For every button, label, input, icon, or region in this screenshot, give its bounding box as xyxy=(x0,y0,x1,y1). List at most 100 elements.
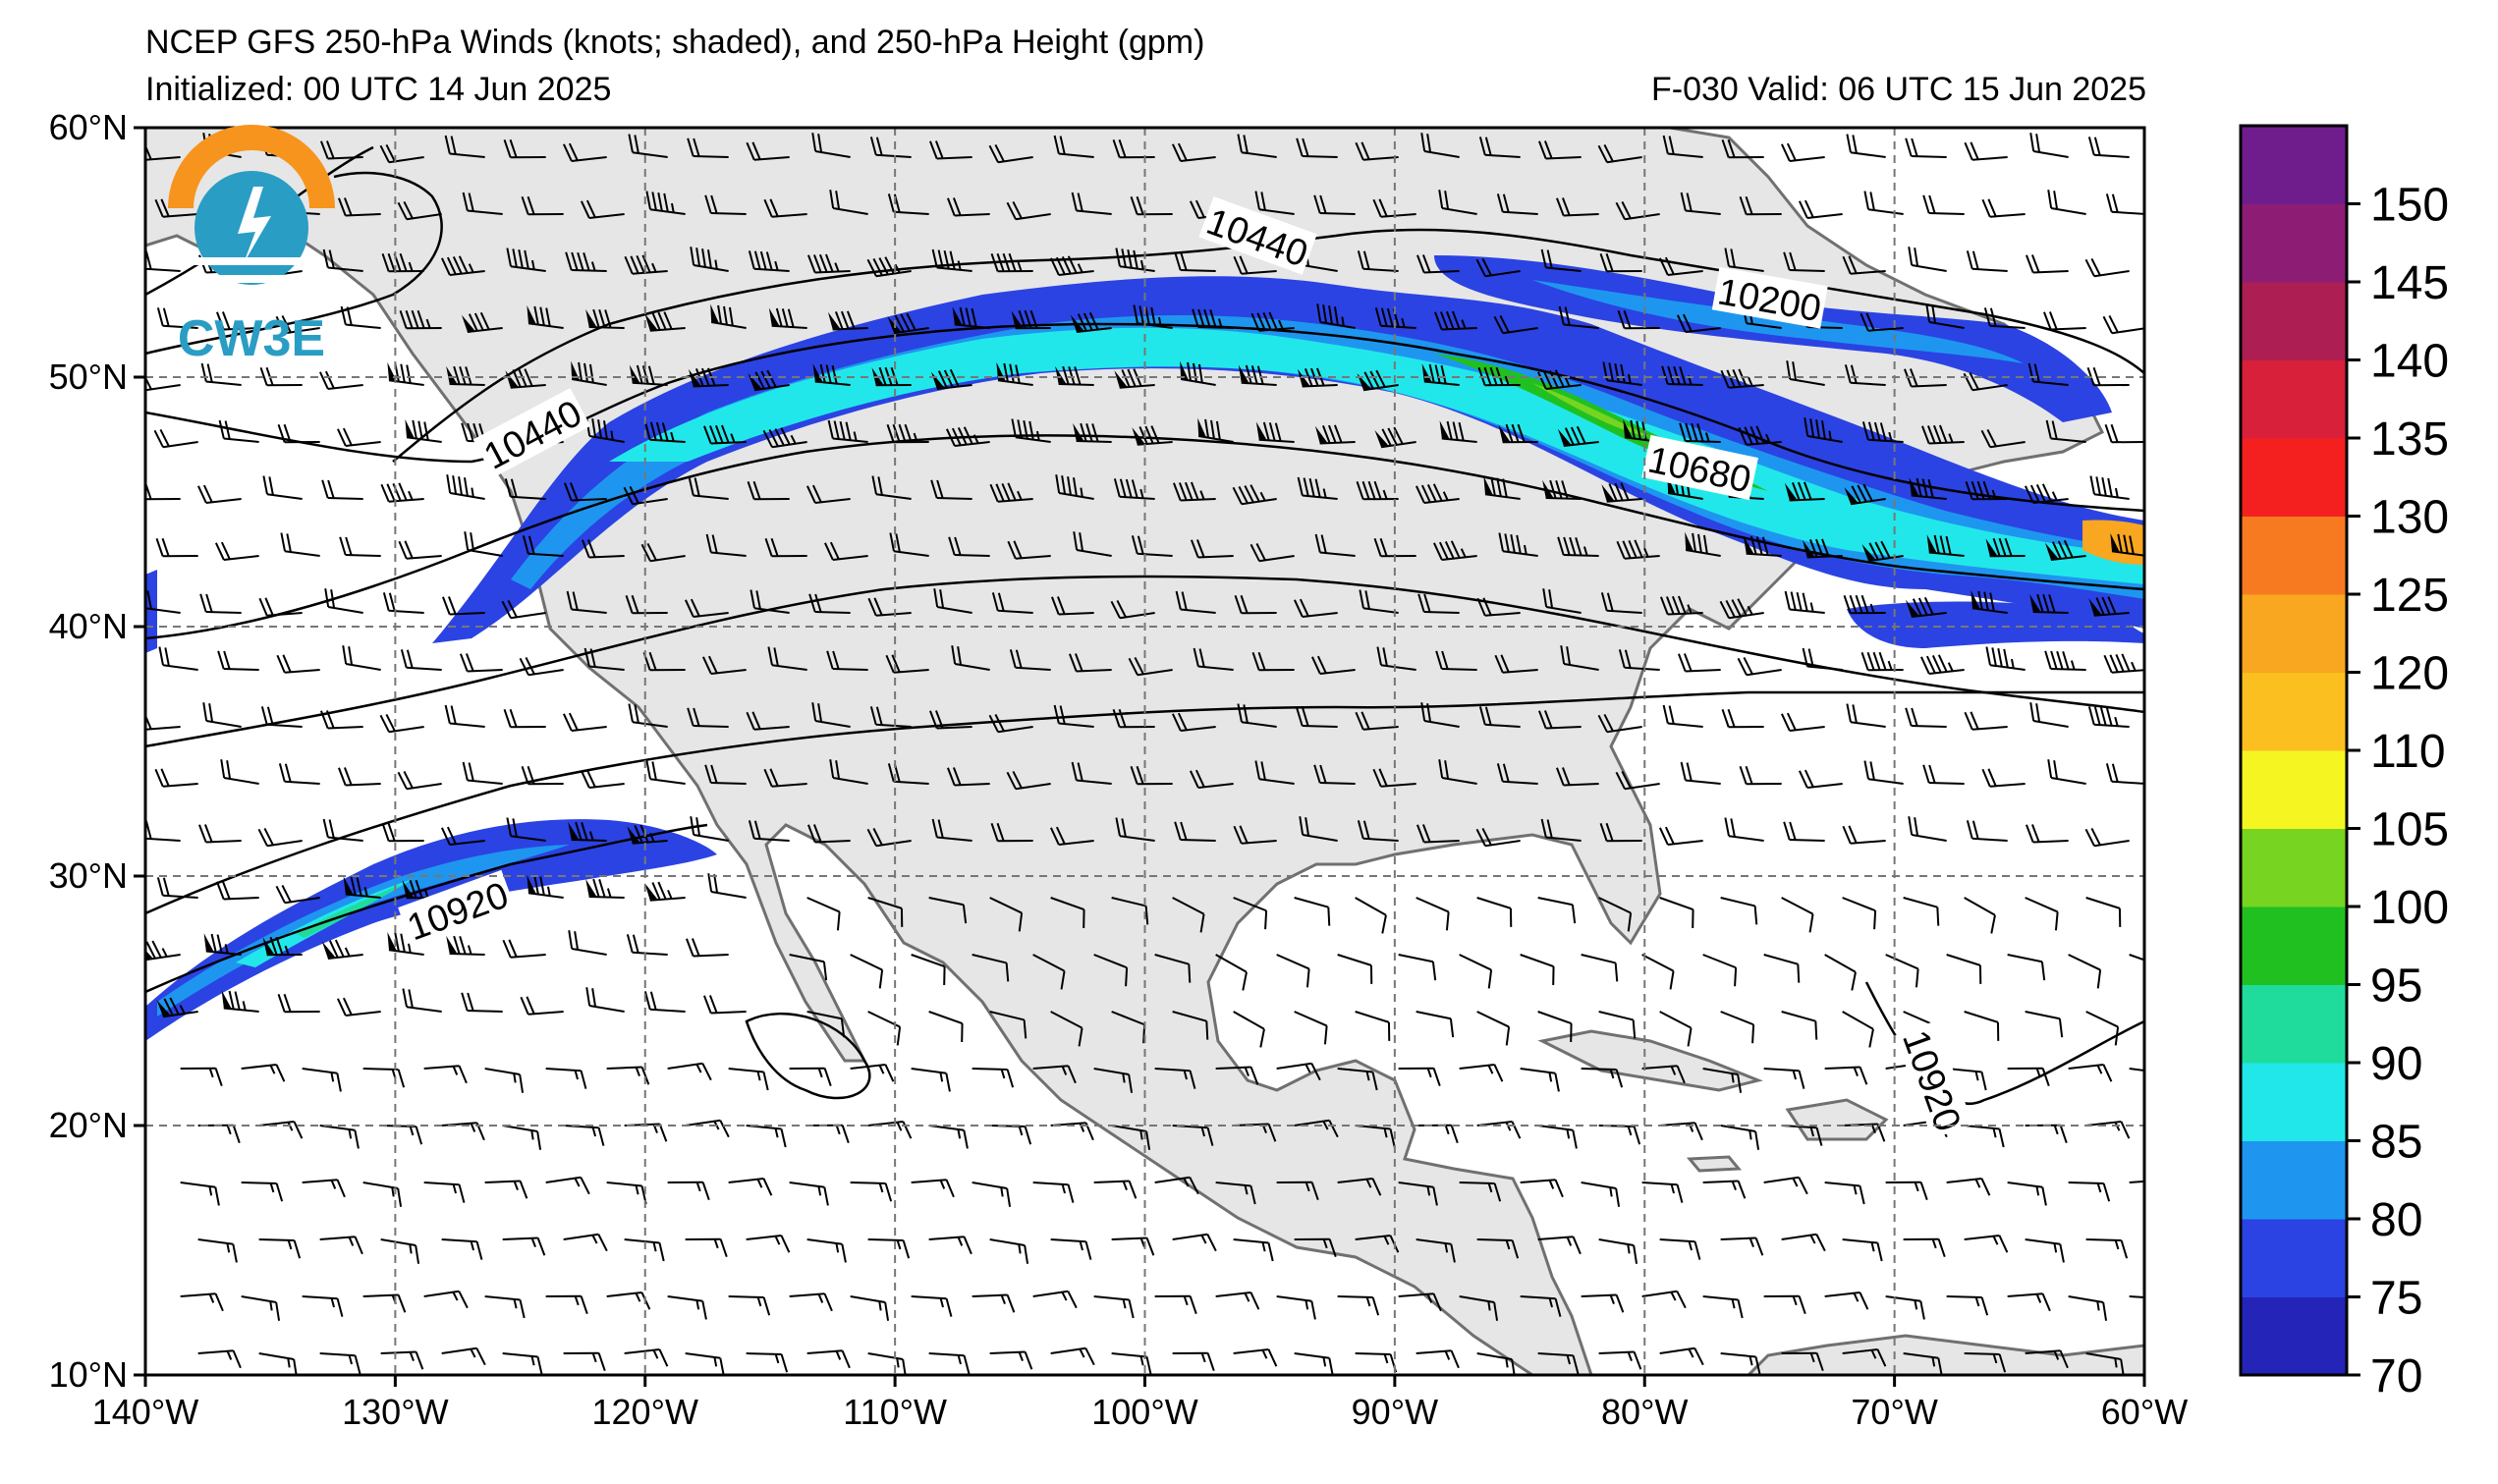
wind-barb xyxy=(257,828,303,848)
wind-barb xyxy=(988,144,1033,164)
wind-barb xyxy=(1520,1179,1564,1198)
wind-barb xyxy=(302,1295,344,1317)
valid-time: F-030 Valid: 06 UTC 15 Jun 2025 xyxy=(1651,71,2146,108)
wind-barb xyxy=(1498,532,1538,557)
wind-barb xyxy=(928,140,972,160)
wind-barb xyxy=(948,536,990,557)
wind-barb xyxy=(1966,820,2008,842)
colorbar-tick-label: 120 xyxy=(2370,648,2449,700)
wind-barb xyxy=(1294,1011,1328,1045)
wind-barb xyxy=(1114,368,1155,389)
wind-barb xyxy=(1824,1066,1868,1085)
wind-barb xyxy=(1032,1290,1078,1309)
wind-barb xyxy=(628,703,668,728)
wind-barb xyxy=(1720,1125,1760,1150)
lon-tick-label: 140°W xyxy=(92,1392,198,1432)
wind-barb xyxy=(1416,824,1460,844)
wind-barb xyxy=(1842,825,1886,845)
wind-barb xyxy=(762,427,807,449)
wind-barb xyxy=(867,1238,911,1259)
wind-barb xyxy=(1050,1347,1095,1366)
wind-barb xyxy=(624,1238,665,1262)
wind-barb xyxy=(2068,1063,2113,1082)
wind-barb xyxy=(145,372,181,392)
wind-barb xyxy=(2027,362,2069,386)
wind-barb xyxy=(180,1182,220,1206)
wind-barb xyxy=(1496,193,1538,215)
wind-barb xyxy=(640,543,686,563)
wind-barb xyxy=(1050,596,1094,616)
colorbar-segment xyxy=(2241,1219,2347,1297)
wind-barb xyxy=(1721,138,1764,159)
wind-barb xyxy=(1215,1182,1256,1205)
wind-barb xyxy=(1496,763,1538,785)
wind-barb xyxy=(704,764,747,785)
wind-barb xyxy=(2105,193,2144,215)
wind-barb xyxy=(1781,1351,1824,1372)
wind-barb xyxy=(685,1352,725,1375)
wind-barb xyxy=(1680,192,1721,215)
wind-barb xyxy=(1154,1294,1197,1315)
wind-barb xyxy=(1798,769,1843,790)
wind-barb xyxy=(1416,1349,1460,1369)
wind-barb xyxy=(805,484,851,505)
wind-barb xyxy=(1842,897,1877,930)
wind-barb xyxy=(563,1125,605,1146)
wind-barb xyxy=(571,360,607,386)
wind-barb xyxy=(521,765,564,786)
wind-barb xyxy=(1276,954,1310,988)
wind-barb xyxy=(1171,142,1216,163)
wind-barb xyxy=(1540,818,1582,842)
wind-barb xyxy=(154,768,198,788)
wind-barb xyxy=(867,597,912,617)
wind-barb xyxy=(911,1295,953,1317)
wind-barb xyxy=(1617,309,1660,330)
wind-barb xyxy=(1824,1291,1869,1310)
wind-barb xyxy=(2029,702,2069,728)
lat-tick-label: 30°N xyxy=(49,855,128,896)
wind-barb xyxy=(763,198,807,218)
wind-barb xyxy=(1781,1011,1818,1040)
wind-barb xyxy=(1494,654,1538,674)
wind-barb xyxy=(319,710,363,730)
wind-barb xyxy=(627,824,668,845)
wind-barb xyxy=(1337,954,1373,984)
wind-barb xyxy=(1011,309,1051,330)
lat-tick-label: 50°N xyxy=(49,357,128,397)
wind-barb xyxy=(1861,540,1904,563)
wind-barb xyxy=(645,191,686,215)
wind-barb xyxy=(585,308,625,329)
wind-barb xyxy=(1618,649,1660,671)
wind-barb xyxy=(158,646,198,671)
wind-barb xyxy=(1702,1068,1743,1093)
wind-barb xyxy=(1374,426,1416,449)
wind-barb xyxy=(1599,252,1642,273)
wind-barb xyxy=(1922,764,1965,785)
wind-barb xyxy=(1560,645,1599,671)
wind-barb xyxy=(2025,824,2069,844)
wind-barb xyxy=(1598,897,1633,932)
wind-barb xyxy=(931,248,972,272)
wind-barb xyxy=(1180,360,1216,386)
wind-barb xyxy=(1416,1011,1455,1038)
wind-barb xyxy=(277,993,320,1014)
wind-barb xyxy=(667,1062,712,1081)
wind-barb xyxy=(545,1294,588,1315)
contour-label-bg xyxy=(1894,1020,1973,1139)
wind-barb xyxy=(1493,315,1538,335)
wind-barb xyxy=(2141,1012,2187,1042)
wind-barb xyxy=(928,710,972,730)
wind-barb xyxy=(806,897,841,931)
wind-barb xyxy=(685,1237,728,1258)
wind-barb xyxy=(885,654,929,674)
wind-barb xyxy=(1357,369,1399,392)
wind-barb xyxy=(629,364,668,386)
wind-barb xyxy=(1581,954,1619,982)
wind-barb xyxy=(1537,140,1582,160)
wind-barb xyxy=(502,939,546,959)
wind-barb xyxy=(441,596,485,616)
wind-barb xyxy=(1743,535,1782,557)
colorbar-tick-label: 125 xyxy=(2370,570,2449,622)
wind-barb xyxy=(2129,1179,2144,1183)
wind-barb xyxy=(2029,133,2069,158)
